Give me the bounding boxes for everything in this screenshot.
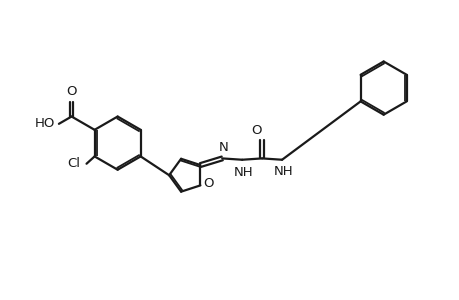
Text: O: O [66,85,77,98]
Text: O: O [203,177,213,190]
Text: NH: NH [233,166,252,179]
Text: N: N [219,141,229,154]
Text: Cl: Cl [67,157,80,170]
Text: NH: NH [274,165,293,178]
Text: HO: HO [35,117,55,130]
Text: O: O [251,124,261,137]
